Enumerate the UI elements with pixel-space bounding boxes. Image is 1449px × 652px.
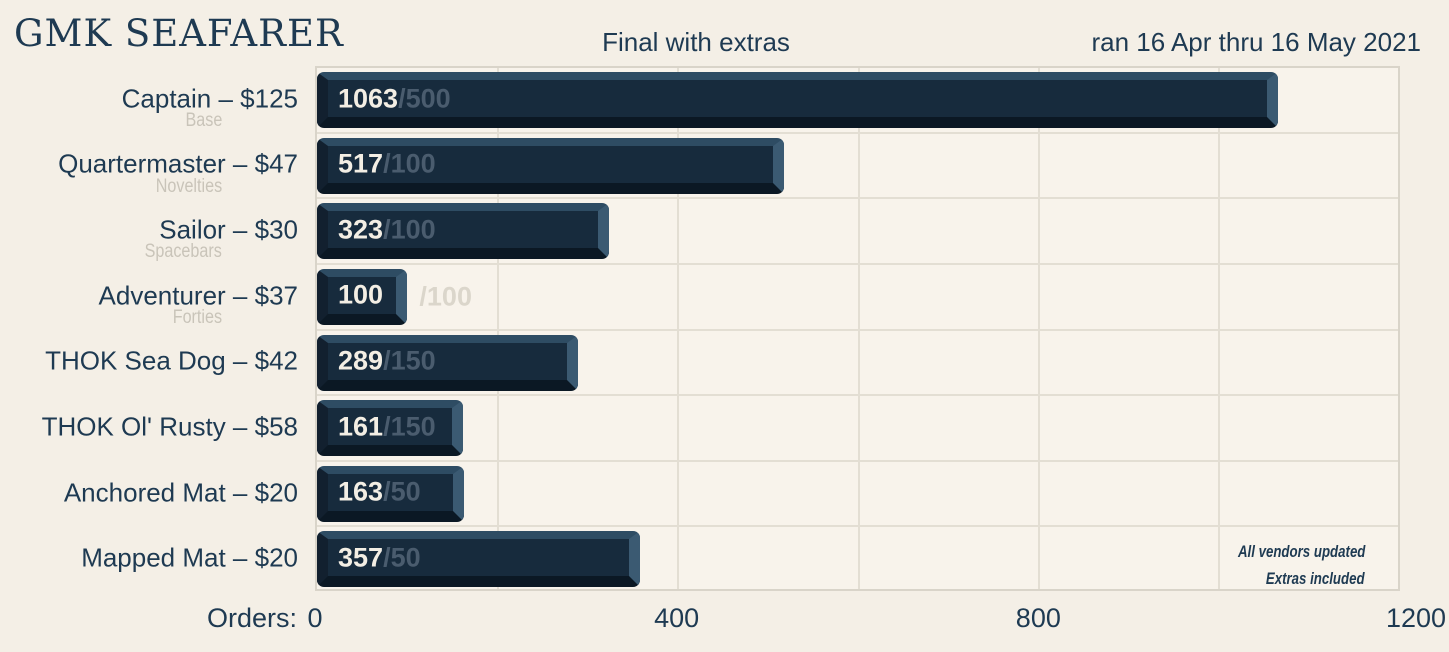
category-sublabel-text: Forties	[172, 306, 222, 328]
category-sublabel: Base	[179, 110, 222, 132]
goal-value: /100	[383, 214, 436, 245]
category-sublabel: Forties	[164, 307, 222, 329]
category-label: THOK Sea Dog – $42	[0, 329, 315, 395]
bar-row: 1063/500	[317, 68, 1398, 134]
bar-row: 289/150	[317, 331, 1398, 397]
bar-row: 100/100	[317, 265, 1398, 331]
bar-value-text: 289/150	[338, 346, 436, 377]
orders-value: 517	[338, 148, 384, 179]
category-label: Adventurer – $37 Forties	[0, 263, 315, 329]
horizontal-gridline	[317, 394, 1398, 397]
orders-value: 289	[338, 345, 384, 376]
footnote-line-2: Extras included	[1266, 569, 1365, 588]
bar-value-text: 517/100	[338, 149, 436, 180]
bar-row: 357/50	[317, 527, 1398, 593]
category-name: Captain – $125	[121, 83, 298, 114]
category-sublabel-text: Novelties	[155, 175, 222, 197]
goal-value: /50	[383, 542, 421, 573]
category-sublabel: Novelties	[144, 176, 222, 198]
goal-value: /500	[398, 83, 451, 113]
x-axis-tick: 1200	[1385, 603, 1447, 633]
category-name: Sailor – $30	[159, 214, 298, 245]
bar-row: 323/100	[317, 199, 1398, 265]
bar-value-text: 1063/500	[338, 83, 451, 114]
category-label: Sailor – $30 Spacebars	[0, 197, 315, 263]
category-label: Anchored Mat – $20	[0, 460, 315, 526]
category-name: Anchored Mat – $20	[63, 477, 298, 508]
orders-value: 163	[338, 476, 384, 507]
horizontal-gridline	[317, 262, 1398, 265]
order-bar: 357/50	[317, 531, 640, 588]
bar-value-text: 163/50	[338, 477, 421, 508]
category-name: Adventurer – $37	[98, 280, 298, 311]
footnote: All vendors updated Extras included	[1202, 538, 1365, 592]
goal-value: /150	[383, 411, 436, 442]
category-label: THOK Ol' Rusty – $58	[0, 394, 315, 460]
category-sublabel: Spacebars	[131, 241, 222, 263]
category-label: Captain – $125 Base	[0, 66, 315, 132]
order-bar: 517/100	[317, 137, 785, 194]
x-axis-title: Orders:	[206, 603, 297, 633]
chart-title: GMK SEAFARER	[14, 12, 344, 55]
orders-value: 161	[338, 411, 384, 442]
order-bar: 289/150	[317, 334, 579, 391]
horizontal-gridline	[317, 459, 1398, 462]
horizontal-gridline	[317, 131, 1398, 134]
goal-value: /150	[383, 345, 436, 376]
footnote-line-1: All vendors updated	[1237, 542, 1365, 561]
date-range-text: ran 16 Apr thru 16 May 2021	[1091, 27, 1421, 57]
order-bar: 163/50	[317, 465, 465, 522]
goal-value: /50	[383, 476, 421, 507]
goal-value: /100	[419, 281, 472, 312]
bar-row: 517/100	[317, 134, 1398, 200]
category-sublabel-text: Base	[185, 110, 222, 131]
goal-value: /100	[383, 148, 436, 179]
orders-value: 100	[338, 279, 384, 310]
bar-value-text: 357/50	[338, 542, 421, 573]
category-name: THOK Ol' Rusty – $58	[41, 411, 298, 442]
horizontal-gridline	[317, 328, 1398, 331]
order-bar: 1063/500	[317, 72, 1279, 128]
category-name: THOK Sea Dog – $42	[45, 345, 298, 376]
x-axis-tick: 0	[307, 603, 323, 633]
orders-value: 357	[338, 542, 384, 573]
status-text: Final with extras	[602, 27, 790, 57]
order-bar: 100	[317, 268, 408, 325]
orders-value: 1063	[338, 83, 399, 113]
horizontal-gridline	[317, 197, 1398, 200]
x-axis-tick: 400	[654, 603, 700, 633]
category-label: Quartermaster – $47 Novelties	[0, 132, 315, 198]
category-sublabel-text: Spacebars	[144, 241, 222, 263]
category-name: Mapped Mat – $20	[81, 542, 298, 573]
plot-area: All vendors updated Extras included 1063…	[315, 66, 1400, 591]
horizontal-gridline	[317, 525, 1398, 528]
category-label: Mapped Mat – $20	[0, 525, 315, 591]
category-name: Quartermaster – $47	[58, 148, 298, 179]
bar-value-text: 323/100	[338, 214, 436, 245]
bar-row: 161/150	[317, 396, 1398, 462]
x-axis-tick: 800	[1015, 603, 1061, 633]
bar-value-text: 161/150	[338, 411, 436, 442]
bar-row: 163/50	[317, 462, 1398, 528]
bar-value-text: 100	[338, 280, 383, 311]
order-bar: 161/150	[317, 400, 463, 457]
orders-value: 323	[338, 214, 384, 245]
order-bar: 323/100	[317, 203, 610, 260]
